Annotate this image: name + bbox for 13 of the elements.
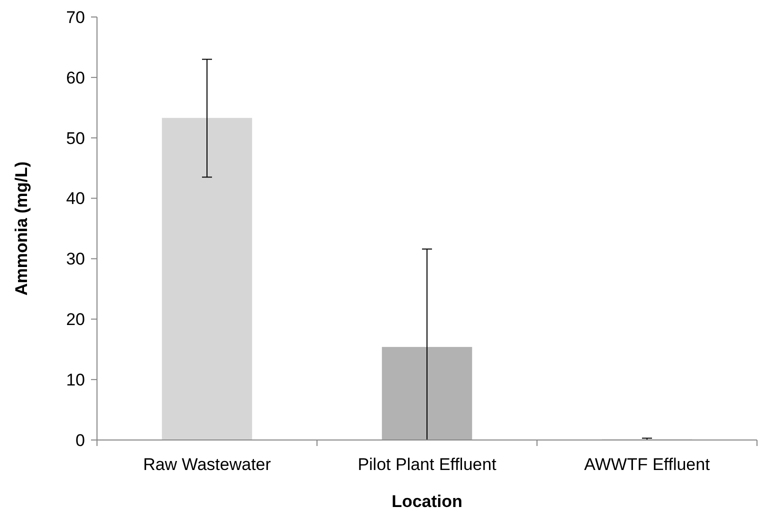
x-tick-label: Raw Wastewater	[143, 455, 272, 474]
x-tick-label: AWWTF Effluent	[584, 455, 710, 474]
y-tick-label: 30	[66, 250, 85, 269]
y-axis-title: Ammonia (mg/L)	[12, 161, 31, 296]
x-axis-title: Location	[392, 492, 462, 511]
x-tick-label: Pilot Plant Effluent	[358, 455, 497, 474]
y-tick-label: 50	[66, 128, 85, 148]
y-tick-label: 40	[66, 189, 85, 208]
y-tick-label: 10	[66, 370, 85, 390]
y-tick-label: 0	[76, 430, 85, 450]
y-tick-label: 70	[66, 8, 85, 27]
y-tick-label: 20	[66, 310, 85, 330]
y-tick-label: 60	[66, 68, 85, 88]
